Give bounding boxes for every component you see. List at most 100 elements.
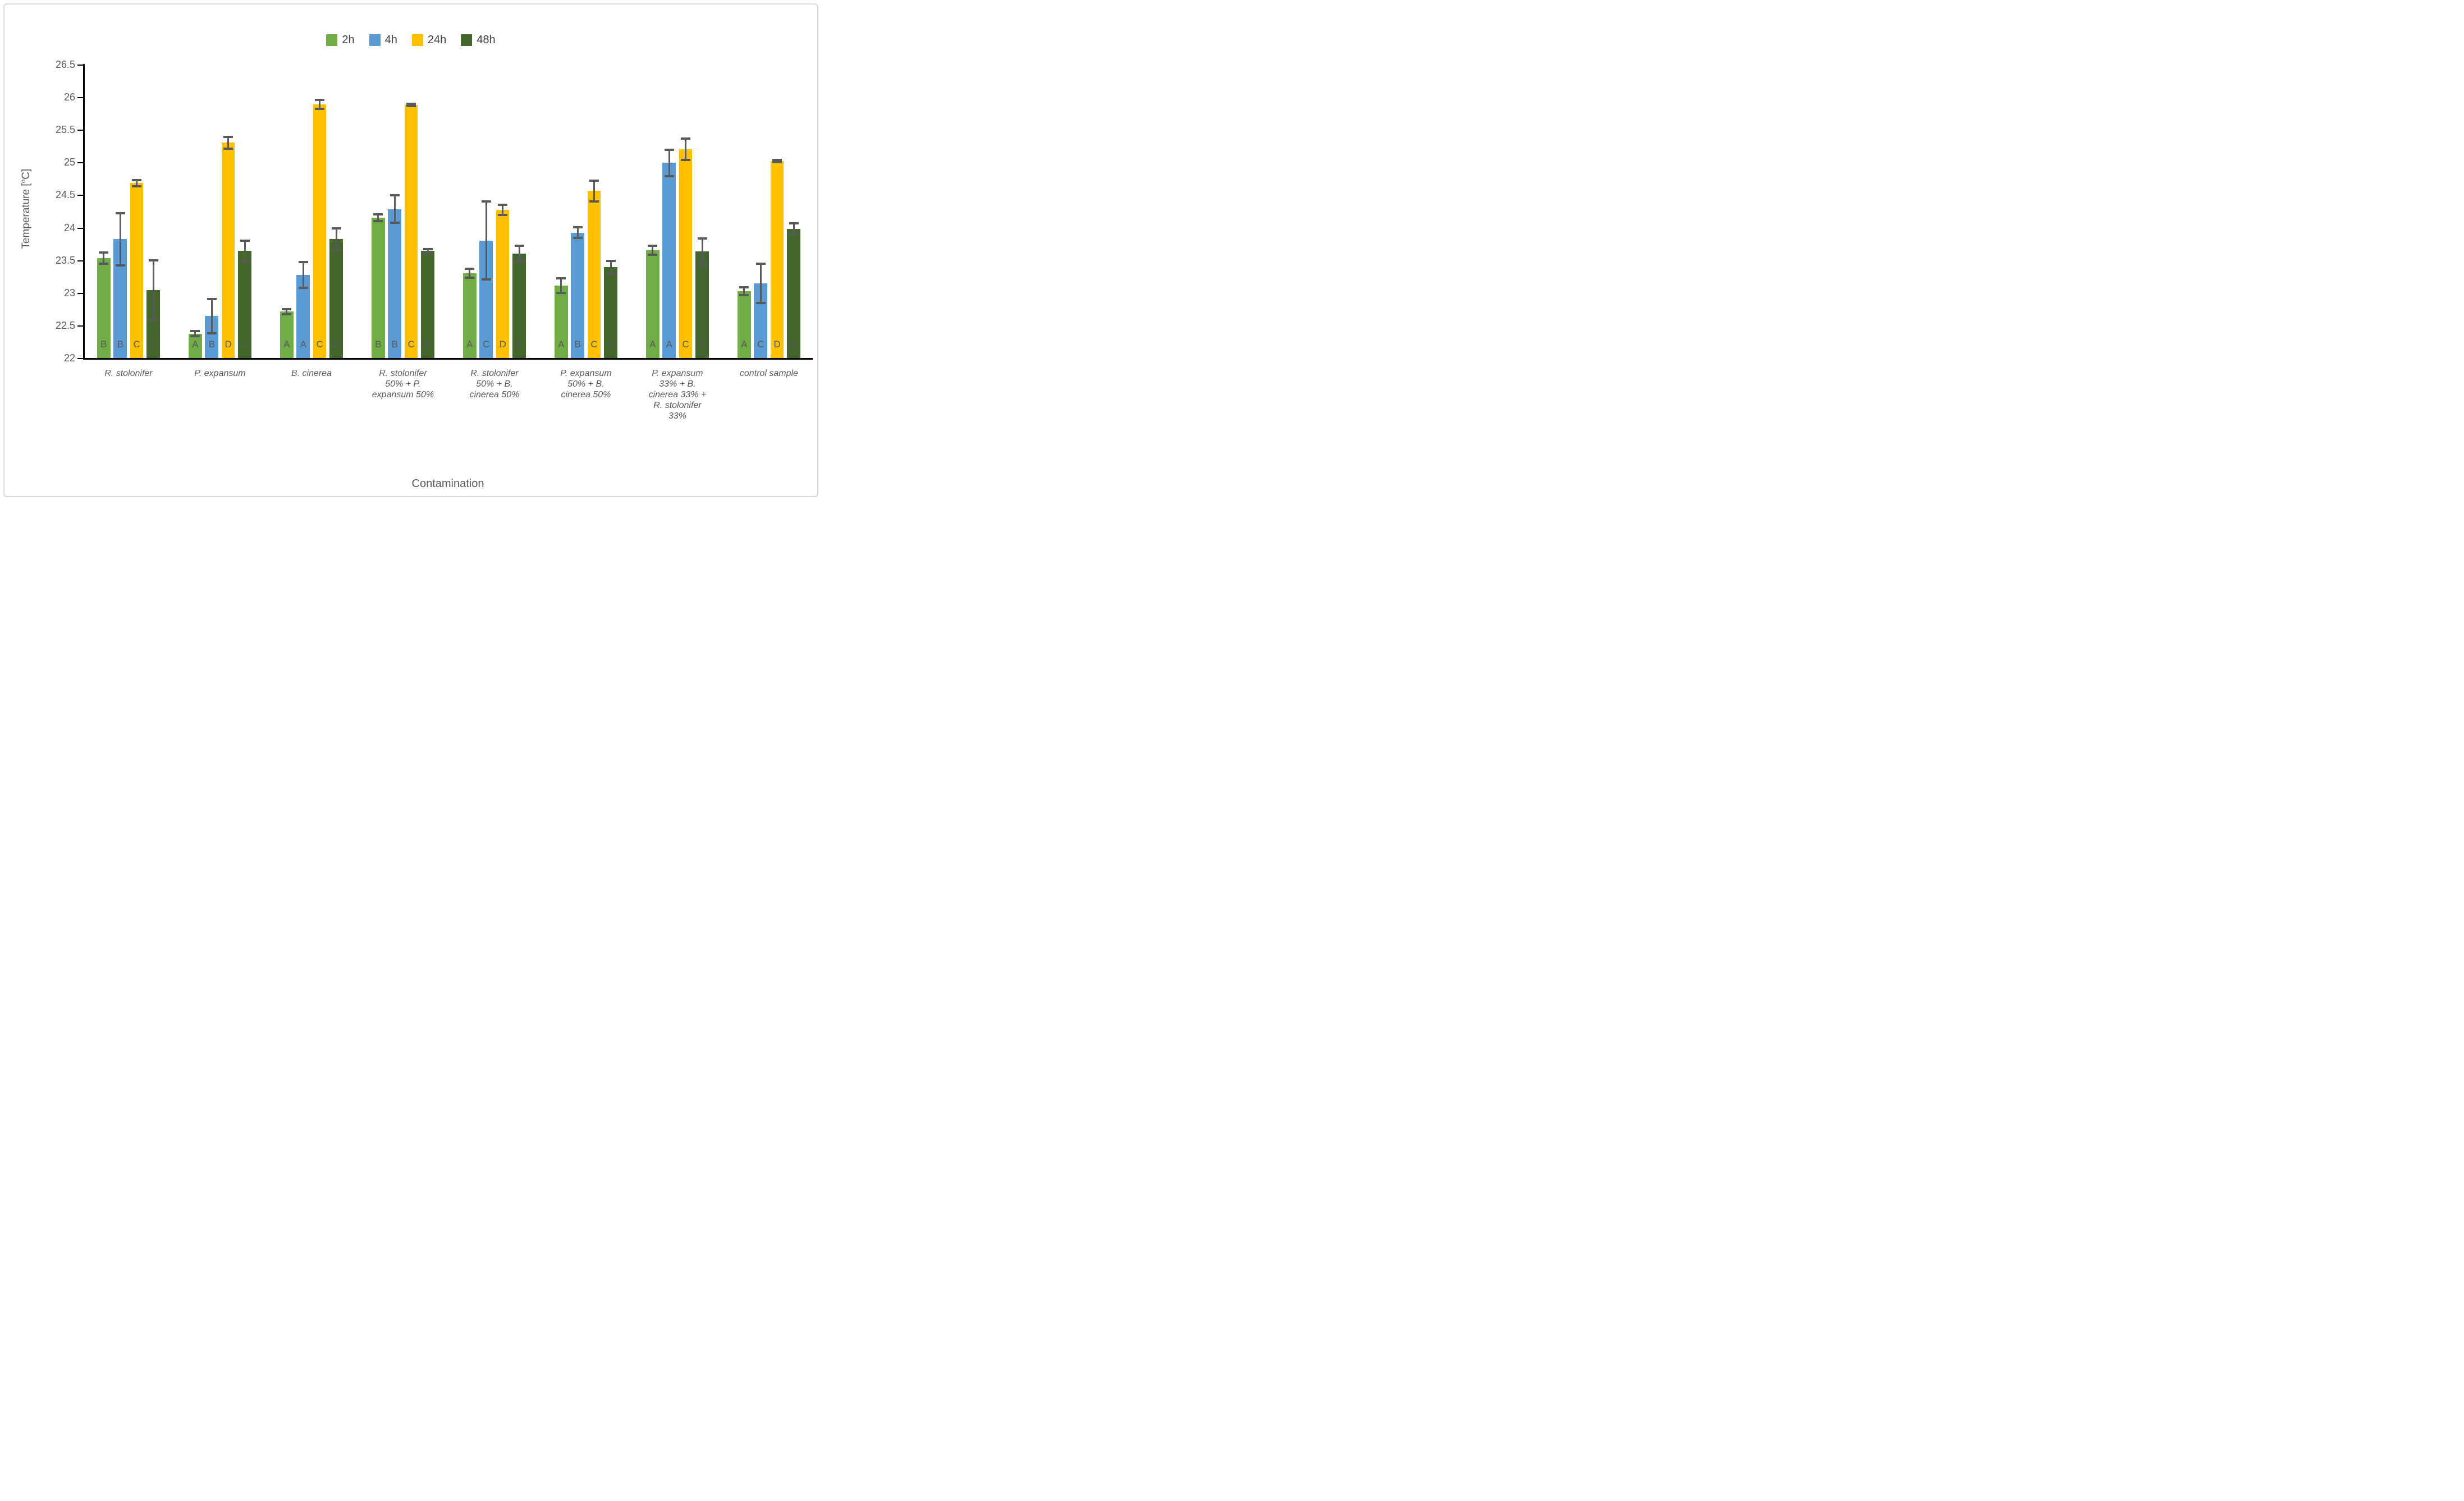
error-bar-cap	[465, 276, 475, 279]
error-bar-cap	[190, 335, 200, 338]
bar-48h	[329, 239, 343, 358]
x-category-label: B. cinerea	[264, 368, 359, 379]
error-bar	[136, 180, 138, 187]
error-bar	[377, 214, 379, 221]
bar-2h	[97, 258, 111, 358]
error-bar-cap	[207, 332, 217, 334]
bar-48h	[787, 228, 800, 358]
y-tick-label: 26.5	[55, 59, 75, 70]
error-bar	[393, 195, 396, 223]
y-axis-line	[83, 64, 85, 360]
error-bar-cap	[772, 158, 782, 161]
significance-letter: A	[150, 339, 157, 350]
bar-48h	[238, 251, 251, 358]
error-bar-cap	[465, 267, 475, 270]
legend-item-2h: 2h	[326, 34, 355, 47]
bar-4h	[113, 239, 127, 358]
bar-48h	[512, 253, 526, 358]
bar-24h	[496, 210, 510, 358]
x-axis-title: Contamination	[411, 478, 484, 490]
significance-letter: C	[316, 339, 323, 350]
error-bar	[427, 249, 429, 253]
error-bar-cap	[514, 260, 524, 263]
legend-item-24h: 24h	[411, 34, 446, 47]
error-bar	[685, 139, 687, 160]
error-bar-cap	[681, 158, 691, 161]
error-bar-cap	[406, 105, 416, 108]
y-tick-label: 23	[63, 287, 75, 299]
degree-symbol: o	[19, 179, 27, 183]
significance-letter: B	[117, 339, 123, 350]
x-category-label-line: 33% + B.	[659, 379, 696, 389]
error-bar	[410, 103, 413, 107]
y-tick-label: 24	[63, 222, 75, 233]
y-tick-label: 23.5	[55, 254, 75, 266]
significance-letter: B	[574, 339, 581, 350]
bar-24h	[130, 183, 144, 358]
y-tick-label: 22.5	[55, 319, 75, 331]
error-bar-cap	[282, 313, 292, 315]
bar-24h	[404, 104, 418, 358]
error-bar	[518, 245, 520, 261]
error-bar	[485, 201, 487, 280]
error-bar-cap	[331, 227, 341, 229]
legend-label: 48h	[477, 34, 496, 46]
significance-letter: B	[790, 339, 797, 350]
error-bar-cap	[373, 213, 383, 216]
bar-2h	[189, 333, 202, 358]
significance-letter: C	[241, 339, 249, 350]
legend-item-4h: 4h	[369, 34, 397, 47]
error-bar	[335, 228, 337, 251]
legend-swatch-icon	[461, 34, 473, 46]
error-bar	[701, 238, 703, 265]
error-bar	[103, 252, 105, 264]
x-category-label-line: P. expansum	[652, 369, 703, 378]
error-bar-cap	[514, 244, 524, 247]
error-bar	[576, 227, 579, 238]
y-axis-tick	[77, 358, 84, 359]
error-bar	[743, 287, 745, 296]
legend-swatch-icon	[326, 34, 338, 46]
error-bar-cap	[240, 260, 250, 263]
x-category-label-line: R. stolonifer	[104, 369, 153, 378]
error-bar	[319, 99, 321, 109]
x-category-label-line: P. expansum	[560, 369, 612, 378]
error-bar	[469, 268, 471, 278]
error-bar-cap	[589, 200, 599, 203]
error-bar-cap	[697, 237, 707, 240]
error-bar-cap	[240, 239, 250, 242]
error-bar-cap	[755, 263, 766, 265]
error-bar-cap	[573, 236, 583, 239]
chart-legend: 2h 4h 24h 48h	[4, 34, 817, 47]
error-bar-cap	[589, 179, 599, 182]
significance-letter: A	[283, 339, 290, 350]
x-category-label-line: R. stolonifer	[379, 369, 427, 378]
significance-letter: A	[466, 339, 473, 350]
error-bar-cap	[789, 222, 799, 225]
error-bar	[152, 260, 154, 320]
bar-2h	[463, 273, 477, 358]
significance-letter: D	[499, 339, 506, 350]
y-axis-tick	[77, 130, 84, 131]
x-category-label-line: control sample	[739, 369, 798, 378]
bar-2h	[555, 285, 568, 358]
error-bar-cap	[223, 147, 233, 150]
error-bar-cap	[298, 287, 308, 290]
legend-item-48h: 48h	[461, 34, 496, 47]
x-axis-line	[83, 358, 813, 360]
bar-48h	[695, 251, 709, 358]
error-bar-cap	[772, 161, 782, 164]
error-bar	[560, 278, 562, 293]
y-axis-tick	[77, 292, 84, 294]
error-bar-cap	[373, 219, 383, 222]
bar-2h	[738, 291, 751, 358]
legend-swatch-icon	[411, 34, 423, 46]
x-category-label-line: R. stolonifer	[470, 369, 519, 378]
error-bar-cap	[755, 302, 766, 305]
bar-48h	[421, 251, 434, 358]
y-axis-tick	[77, 65, 84, 66]
bar-24h	[313, 104, 327, 358]
error-bar	[759, 264, 762, 304]
error-bar	[227, 136, 230, 149]
error-bar-cap	[697, 263, 707, 266]
